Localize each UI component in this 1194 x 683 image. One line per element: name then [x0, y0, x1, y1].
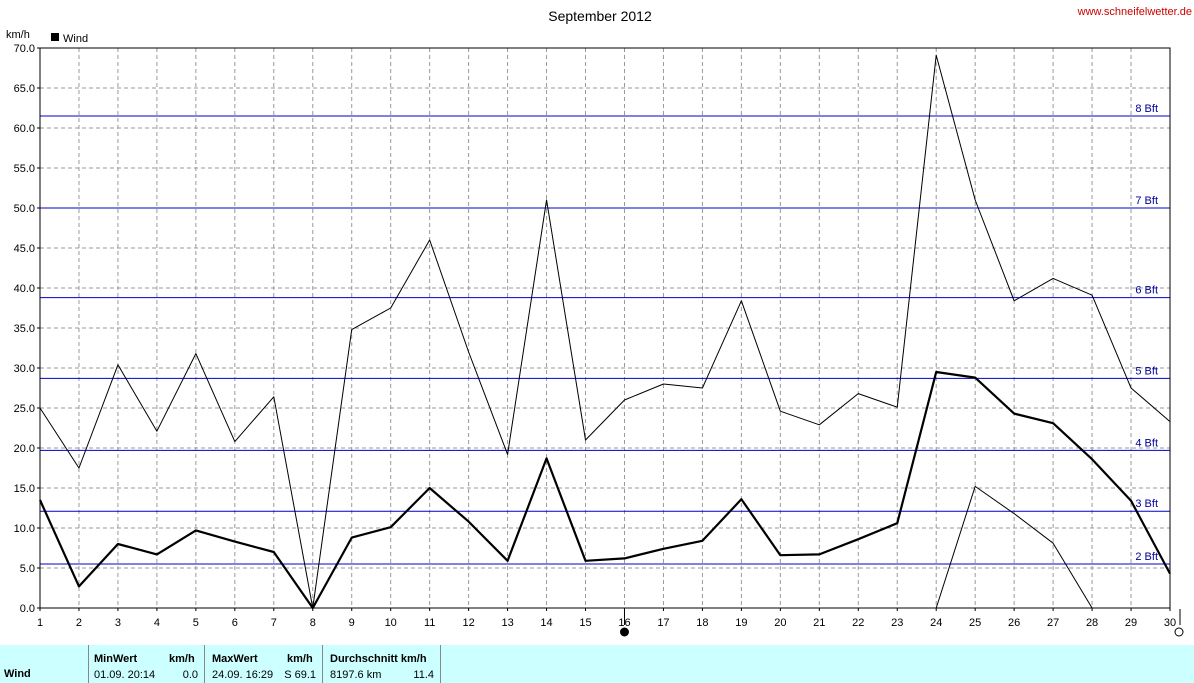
x-tick-label: 6: [232, 617, 238, 629]
avg-value: 11.4: [413, 669, 434, 681]
moon-phases: [619, 609, 1184, 637]
stats-min-cell: MinWert km/h 01.09. 20:14 0.0: [89, 645, 205, 683]
axes: 0.0 5.0 10.0 15.0 20.0 25.0 30.0 35.0 40.0 45.0 50…: [14, 43, 1177, 629]
y-tick-label: 25.0: [14, 403, 35, 415]
avg-header: Durchschnitt km/h: [330, 653, 427, 665]
x-tick-label: 20: [774, 617, 786, 629]
stats-avg-cell: Durchschnitt km/h 8197.6 km 11.4: [323, 645, 441, 683]
beaufort-label: 7 Bft: [1135, 195, 1158, 207]
y-tick-label: 30.0: [14, 363, 35, 375]
y-tick-label: 55.0: [14, 163, 35, 175]
x-tick-label: 15: [579, 617, 591, 629]
y-tick-label: 65.0: [14, 83, 35, 95]
max-date: 24.09. 16:29: [212, 669, 274, 681]
stats-row-label: Wind: [4, 668, 31, 680]
chart-title: September 2012: [548, 8, 652, 24]
legend-label: Wind: [63, 33, 88, 45]
legend-swatch: [51, 33, 59, 41]
x-tick-label: 13: [501, 617, 513, 629]
stats-max-cell: MaxWert km/h 24.09. 16:29 S 69.1: [205, 645, 323, 683]
x-tick-label: 3: [115, 617, 121, 629]
min-date: 01.09. 20:14: [94, 669, 156, 681]
grid: [40, 47, 1170, 608]
x-tick-label: 22: [852, 617, 864, 629]
beaufort-label: 3 Bft: [1135, 498, 1158, 510]
x-tick-label: 27: [1047, 617, 1059, 629]
x-tick-label: 7: [271, 617, 277, 629]
x-tick-label: 8: [310, 617, 316, 629]
series-line-minimum: [935, 485, 1093, 609]
beaufort-label: 6 Bft: [1135, 285, 1158, 297]
y-unit-label: km/h: [6, 29, 30, 41]
x-tick-label: 18: [696, 617, 708, 629]
x-tick-label: 26: [1008, 617, 1020, 629]
beaufort-label: 8 Bft: [1135, 103, 1158, 115]
y-tick-label: 45.0: [14, 243, 35, 255]
x-tick-label: 10: [385, 617, 397, 629]
full-moon-icon: [1174, 627, 1184, 637]
series: [38, 54, 1171, 610]
series-line-maximum: [39, 54, 1171, 609]
x-tick-label: 25: [969, 617, 981, 629]
beaufort-label: 2 Bft: [1135, 551, 1158, 563]
y-tick-label: 5.0: [20, 563, 35, 575]
avg-distance: 8197.6 km: [330, 669, 382, 681]
source-link[interactable]: www.schneifelwetter.de: [1077, 6, 1192, 18]
y-tick-label: 60.0: [14, 123, 35, 135]
stats-row-label-cell: Wind: [0, 645, 89, 683]
y-tick-label: 15.0: [14, 483, 35, 495]
x-tick-label: 30: [1164, 617, 1176, 629]
x-tick-label: 28: [1086, 617, 1098, 629]
x-tick-label: 23: [891, 617, 903, 629]
x-tick-label: 14: [540, 617, 552, 629]
y-tick-label: 40.0: [14, 283, 35, 295]
new-moon-icon: [619, 627, 629, 637]
beaufort-label: 4 Bft: [1135, 437, 1158, 449]
x-tick-label: 9: [349, 617, 355, 629]
stats-panel: Wind MinWert km/h 01.09. 20:14 0.0 MaxWe…: [0, 645, 1194, 683]
y-tick-label: 35.0: [14, 323, 35, 335]
x-tick-label: 1: [37, 617, 43, 629]
x-tick-label: 29: [1125, 617, 1137, 629]
y-tick-label: 70.0: [14, 43, 35, 55]
max-header: MaxWert: [212, 653, 258, 665]
max-unit: km/h: [287, 653, 313, 665]
min-unit: km/h: [169, 653, 195, 665]
y-tick-label: 50.0: [14, 203, 35, 215]
x-tick-label: 21: [813, 617, 825, 629]
x-tick-label: 11: [424, 617, 435, 629]
y-tick-label: 20.0: [14, 443, 35, 455]
series-line-average: [38, 370, 1171, 610]
x-tick-label: 12: [462, 617, 474, 629]
max-value: S 69.1: [284, 669, 316, 681]
beaufort-lines: 2 Bft 3 Bft 4 Bft 5 Bft 6 Bft 7 Bft 8 Bft: [40, 103, 1170, 565]
x-tick-label: 4: [154, 617, 160, 629]
wind-chart: September 2012 www.schneifelwetter.de km…: [6, 6, 1192, 637]
x-tick-label: 24: [930, 617, 942, 629]
min-header: MinWert: [94, 653, 138, 665]
y-tick-label: 0.0: [20, 603, 35, 615]
x-tick-label: 2: [76, 617, 82, 629]
x-tick-label: 17: [657, 617, 669, 629]
x-tick-label: 19: [735, 617, 747, 629]
y-tick-label: 10.0: [14, 523, 35, 535]
beaufort-label: 5 Bft: [1135, 365, 1158, 377]
x-tick-label: 5: [193, 617, 199, 629]
min-value: 0.0: [182, 669, 198, 681]
